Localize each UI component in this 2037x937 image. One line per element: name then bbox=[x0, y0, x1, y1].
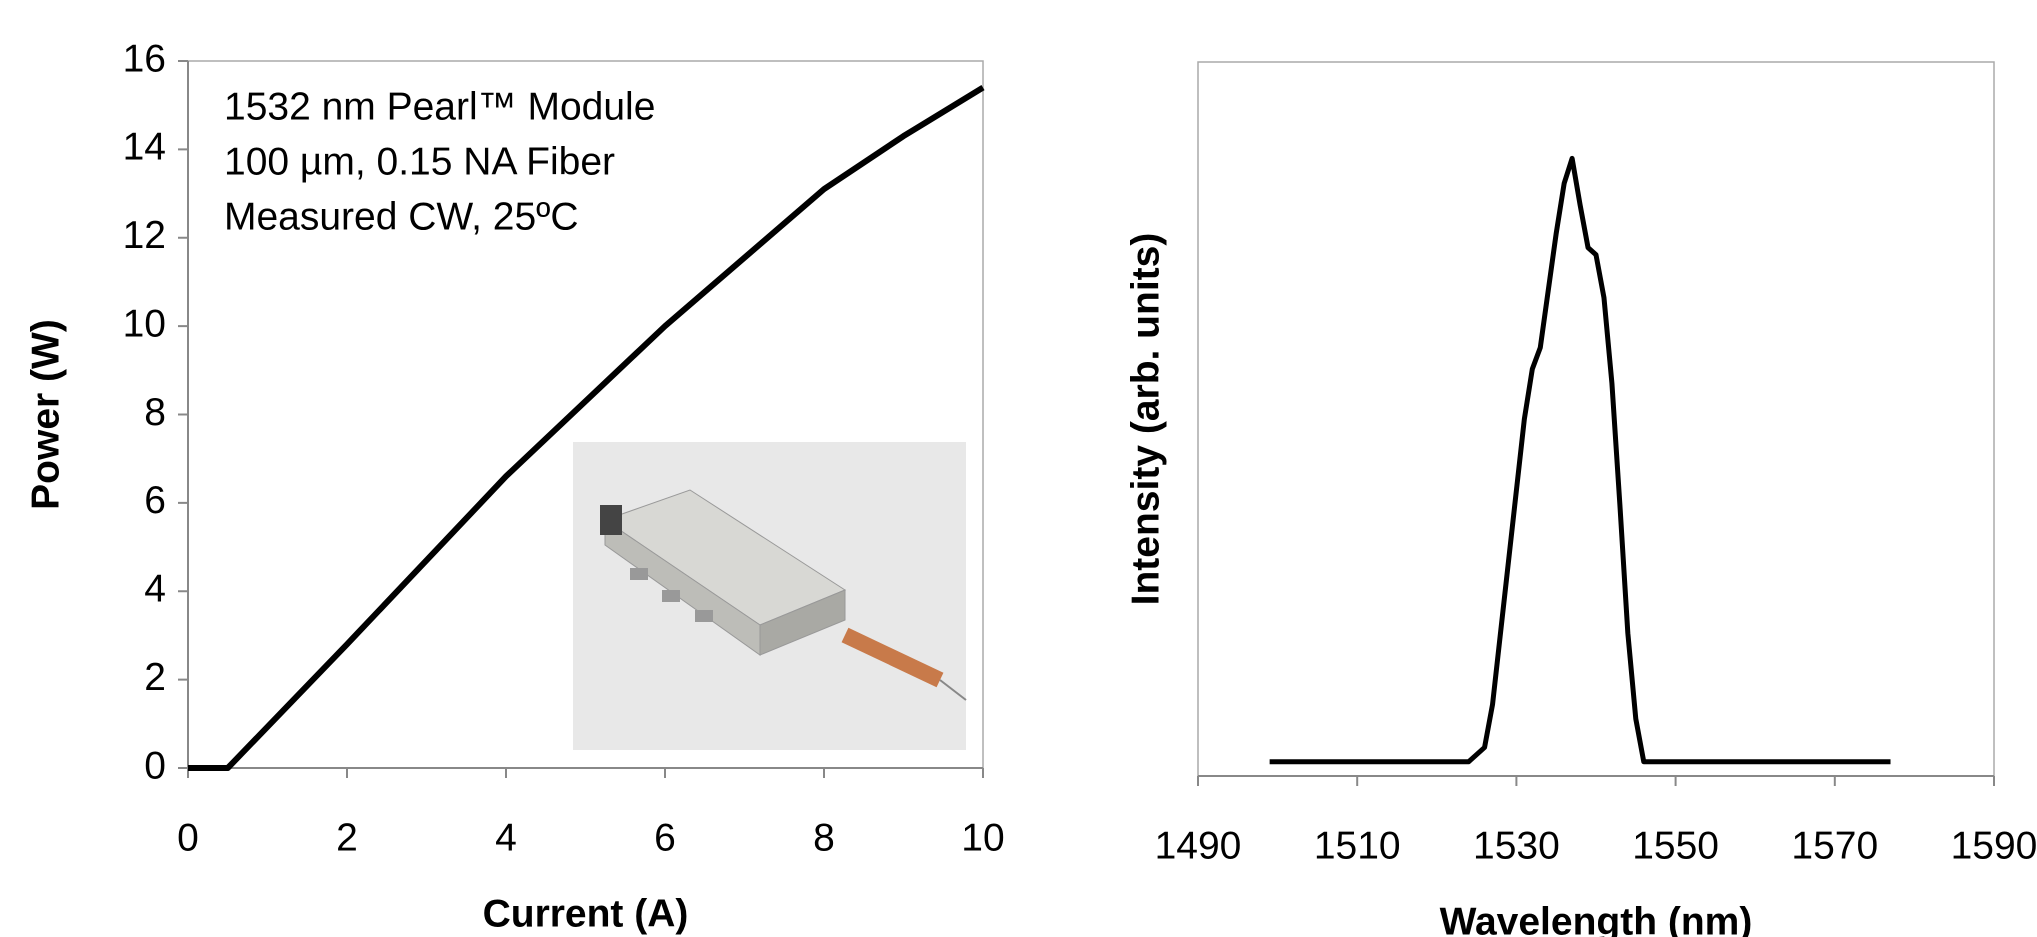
annotation: Measured CW, 25ºC bbox=[224, 195, 579, 238]
x-tick-label: 1510 bbox=[1314, 824, 1401, 867]
y-axis-title: Intensity (arb. units) bbox=[1124, 233, 1167, 606]
x-tick-label: 10 bbox=[961, 816, 1004, 859]
x-tick-label: 0 bbox=[177, 816, 199, 859]
chart: 1490 1510 1530 1550 1570 1590 Wavelength (nm) I… bbox=[1124, 61, 2037, 937]
data-line bbox=[188, 84, 985, 771]
y-tick-label: 6 bbox=[144, 479, 166, 522]
x-axis-title: Current (A) bbox=[483, 892, 689, 935]
y-tick-label: 8 bbox=[144, 391, 166, 434]
y-tick-label: 10 bbox=[123, 302, 166, 345]
x-tick-label: 1550 bbox=[1632, 824, 1719, 867]
chart: 0 2 4 6 8 10 0 2 4 6 8 10 12 14 16 Current (A) Power (W)… bbox=[24, 37, 1004, 935]
x-tick-label: 1590 bbox=[1951, 824, 2037, 867]
data-line bbox=[1269, 155, 1891, 765]
x-tick-label: 4 bbox=[495, 816, 517, 859]
y-tick-label: 4 bbox=[144, 568, 166, 611]
annotation: 100 µm, 0.15 NA Fiber bbox=[224, 140, 615, 183]
x-tick-label: 6 bbox=[654, 816, 676, 859]
y-tick-label: 12 bbox=[123, 214, 166, 257]
y-axis-title: Power (W) bbox=[24, 319, 67, 510]
y-tick-label: 2 bbox=[144, 656, 166, 699]
annotation: 1532 nm Pearl™ Module bbox=[224, 85, 655, 128]
x-tick-label: 2 bbox=[336, 816, 358, 859]
plot-frame bbox=[1197, 61, 1995, 777]
x-tick-label: 1490 bbox=[1155, 824, 1242, 867]
x-tick-label: 1570 bbox=[1791, 824, 1878, 867]
x-tick-label: 8 bbox=[813, 816, 835, 859]
y-tick-label: 14 bbox=[123, 126, 166, 169]
x-tick-label: 1530 bbox=[1473, 824, 1560, 867]
x-axis-title: Wavelength (nm) bbox=[1440, 900, 1753, 937]
y-tick-label: 16 bbox=[123, 37, 166, 80]
inset-photo bbox=[573, 442, 967, 750]
y-tick-label: 0 bbox=[144, 744, 166, 787]
